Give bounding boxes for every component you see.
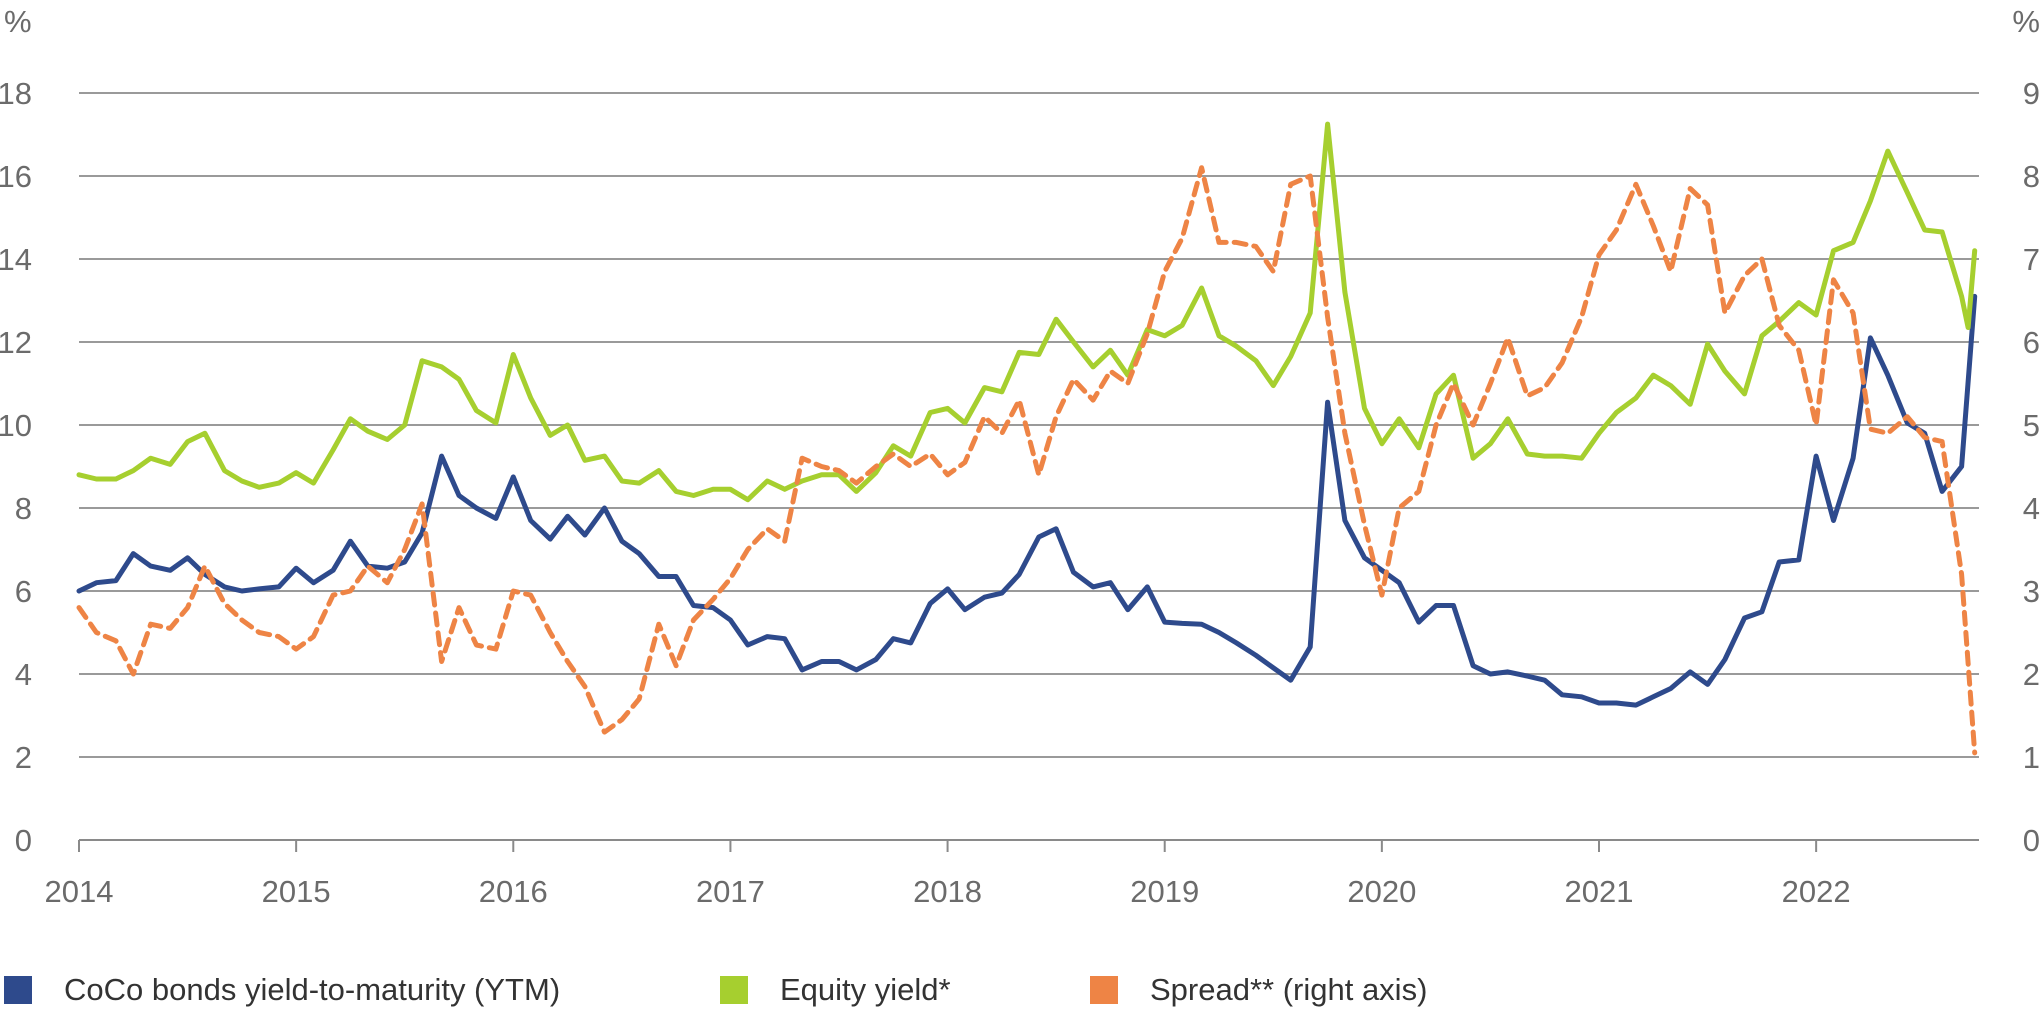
x-tick-label: 2014 <box>45 874 114 909</box>
legend-item-ytm: CoCo bonds yield-to-maturity (YTM) <box>4 972 560 1008</box>
legend-item-spread: Spread** (right axis) <box>1090 972 1427 1008</box>
left-tick-label: 12 <box>0 325 32 360</box>
right-tick-label: 3 <box>2023 574 2040 609</box>
x-tick-label: 2019 <box>1130 874 1199 909</box>
left-tick-label: 14 <box>0 242 32 277</box>
right-tick-label: 2 <box>2023 657 2040 692</box>
right-tick-label: 8 <box>2023 159 2040 194</box>
x-axis: 2014 2015 2016 2017 2018 2019 2020 2021 2022 <box>45 839 1979 909</box>
gridlines <box>79 92 1979 758</box>
x-tick-label: 2015 <box>262 874 331 909</box>
right-tick-label: 6 <box>2023 325 2040 360</box>
x-tick-label: 2022 <box>1782 874 1851 909</box>
left-tick-label: 18 <box>0 76 32 111</box>
ytm-line <box>76 293 1978 708</box>
left-tick-label: 6 <box>15 574 32 609</box>
legend-swatch-ytm <box>4 976 32 1004</box>
equity-yield-line <box>76 121 1978 503</box>
legend-swatch-spread <box>1090 976 1118 1004</box>
series-lines <box>76 121 1978 756</box>
legend-swatch-equity <box>720 976 748 1004</box>
left-tick-label: 4 <box>15 657 32 692</box>
right-tick-label: 7 <box>2023 242 2040 277</box>
right-tick-label: 0 <box>2023 823 2040 858</box>
left-axis-unit: % <box>4 4 32 39</box>
legend-label-equity: Equity yield* <box>780 972 951 1007</box>
right-tick-label: 9 <box>2023 76 2040 111</box>
legend-label-ytm: CoCo bonds yield-to-maturity (YTM) <box>64 972 561 1007</box>
right-axis-tick-labels: 0 1 2 3 4 5 6 7 8 9 <box>2023 76 2040 858</box>
legend-label-spread: Spread** (right axis) <box>1150 972 1428 1007</box>
legend-item-equity: Equity yield* <box>720 972 951 1008</box>
x-tick-label: 2016 <box>479 874 548 909</box>
right-tick-label: 5 <box>2023 408 2040 443</box>
left-tick-label: 0 <box>15 823 32 858</box>
right-axis-unit: % <box>2012 4 2040 39</box>
left-tick-label: 2 <box>15 740 32 775</box>
spread-line <box>76 165 1978 756</box>
x-tick-label: 2020 <box>1347 874 1416 909</box>
left-tick-label: 8 <box>15 491 32 526</box>
x-tick-label: 2021 <box>1565 874 1634 909</box>
right-tick-label: 1 <box>2023 740 2040 775</box>
left-tick-label: 16 <box>0 159 32 194</box>
left-axis-tick-labels: 0 2 4 6 8 10 12 14 16 18 <box>0 76 32 858</box>
x-tick-label: 2018 <box>913 874 982 909</box>
left-tick-label: 10 <box>0 408 32 443</box>
x-tick-label: 2017 <box>696 874 765 909</box>
right-tick-label: 4 <box>2023 491 2040 526</box>
